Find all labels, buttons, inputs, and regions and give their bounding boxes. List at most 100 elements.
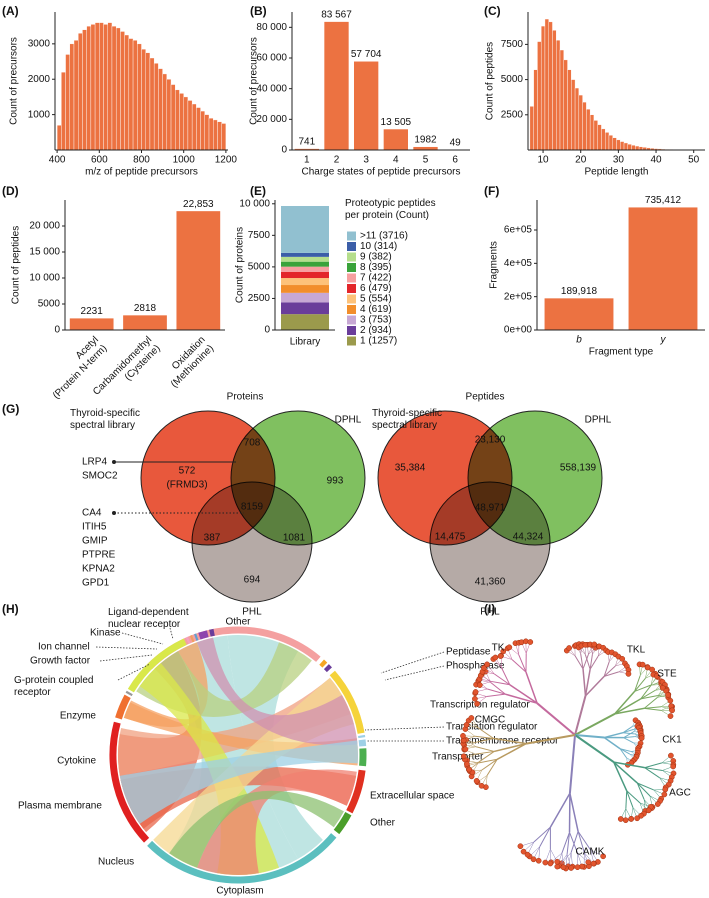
tree-node [500,648,507,655]
value-label: 57 704 [351,49,382,60]
y-tick-label: 15 000 [29,247,60,258]
x-tick-label: 800 [133,155,150,166]
gene-label: ITIH5 [82,522,107,533]
bar [221,123,227,151]
y-axis-title: Count of peptides [485,42,496,120]
tree-branch [582,668,587,696]
tree-branch [566,832,571,855]
tree-branch [584,669,591,697]
bar [132,40,138,151]
y-tick-label: 5000 [501,74,524,85]
region-count: 1081 [283,533,306,544]
group-label: STE [657,669,677,680]
ribbon [196,769,357,875]
tree-branch [487,688,506,695]
tree-node [645,807,652,814]
location-label: Cytoplasm [216,886,263,897]
bar-segment [281,256,329,262]
x-tick-label: 2 [334,155,340,166]
y-tick-label: 5000 [38,299,61,310]
tree-branch [570,831,579,853]
tree-branch [623,737,634,744]
bar [354,61,379,150]
tree-node [653,673,660,679]
region-count: 572 [179,466,196,477]
bar [141,48,146,151]
text-line: nuclear receptor [108,619,181,630]
x-axis-title: m/z of peptide precursors [85,167,198,178]
tree-node [474,700,480,707]
leader-line [364,726,445,731]
bar [559,49,564,151]
ribbon [196,637,358,746]
function-label: Ion channel [38,642,90,653]
sector-arc [125,690,133,697]
bar [137,43,142,151]
tree-branch [634,684,651,692]
tree-node [530,856,537,863]
annotation: (FRMD3) [166,480,207,491]
text-line: G-protein coupled [14,675,94,686]
tree-branch [644,767,663,771]
tree-branch [625,790,628,809]
bar [158,68,163,151]
x-tick-label: 3 [363,155,369,166]
region-count: 23,130 [475,435,506,446]
tree-branch [637,782,654,791]
legend-label: 10 (314) [360,241,397,252]
function-label: Peptidase [446,647,491,658]
leader-line [99,654,153,662]
bar-segment [281,266,329,272]
venn-set [191,481,313,603]
tree-branch [580,653,584,670]
tree-branch [614,707,645,715]
legend-label: 1 (1257) [360,336,397,347]
tree-node [600,853,606,860]
tree-branch [604,671,619,677]
bar [176,211,221,330]
y-tick-label: 2500 [248,293,271,304]
tree-node [634,815,640,822]
x-tick-label: 5 [423,155,429,166]
bar [183,96,189,151]
ribbon [119,740,359,824]
tree-node [472,695,478,702]
y-tick-label: 10 000 [239,198,270,209]
tree-node [527,639,534,645]
bar [187,100,193,151]
tree-branch [490,682,506,695]
x-tick-label: 6 [452,155,458,166]
tree-branch [584,675,605,697]
legend-label: 7 (422) [360,273,392,284]
sector-arc [127,638,187,693]
tree-branch [626,790,634,808]
tree-node [667,713,674,719]
x-tick-label: 600 [91,155,108,166]
value-label: 735,412 [645,195,682,206]
y-axis-title: Count of peptides [11,226,22,304]
group-label: CMGC [475,715,506,726]
y-tick-label: 20 000 [256,114,287,125]
legend-swatch [347,336,356,346]
x-axis-title: Fragment type [589,347,654,358]
text-line: Proteotypic peptides [345,198,436,209]
bar [548,21,553,151]
bar [120,31,125,151]
tree-node [468,715,475,721]
value-label: 741 [298,137,315,148]
tree-branch [603,731,624,739]
ribbon [118,677,351,776]
leader-line [384,665,445,681]
x-tick-label: 1200 [215,155,238,166]
bar [563,59,568,151]
legend-swatch [347,284,356,293]
tree-branch [574,734,605,739]
region-count: 708 [244,438,261,449]
bar [103,24,108,151]
y-axis-title: Count of precursors [249,37,260,125]
set-label: PHL [242,607,262,618]
x-tick-label: 30 [613,155,625,166]
leader-line [380,651,445,674]
text-line: Thyroid-specific [372,408,442,419]
